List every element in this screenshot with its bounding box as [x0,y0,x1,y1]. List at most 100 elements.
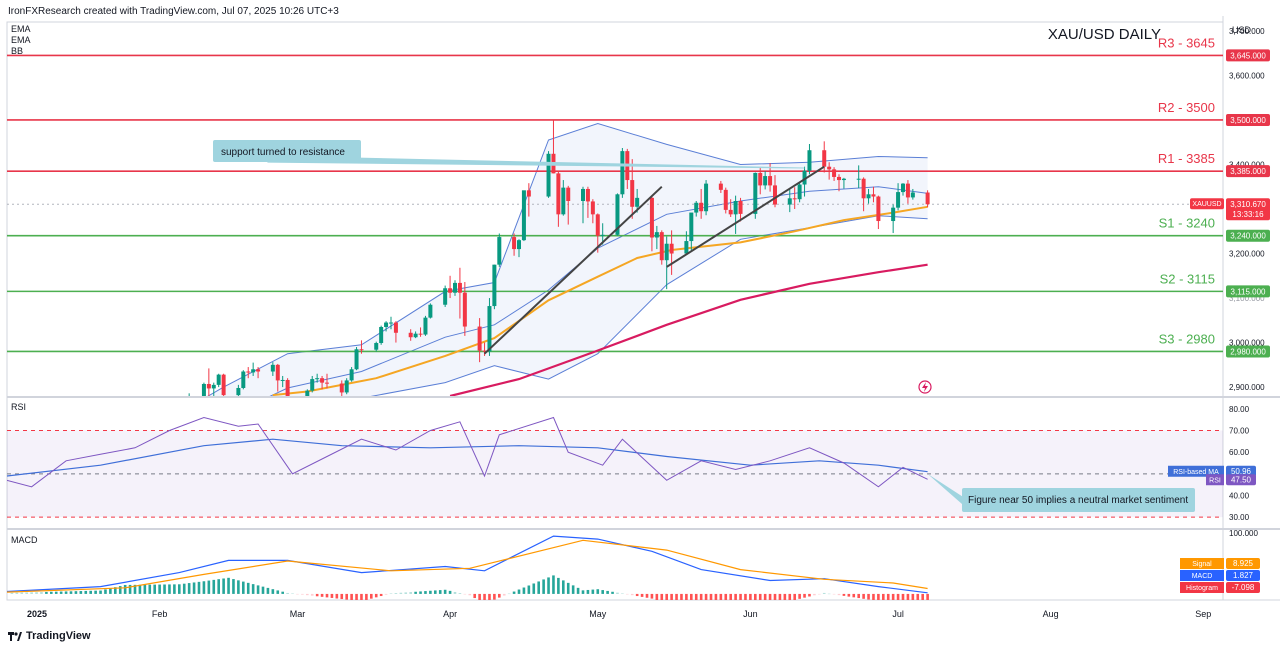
currency-label: USD [1232,25,1252,35]
macd-histogram-bar [714,593,718,600]
candle-body [251,369,256,373]
macd-histogram-bar [670,593,673,600]
chart-credit: IronFXResearch created with TradingView.… [8,6,339,17]
macd-histogram-bar [281,591,284,594]
candle-body [517,240,521,250]
level-price-tag-text: 3,240.000 [1230,232,1266,241]
macd-histogram-bar [566,582,570,594]
candle-body [581,188,585,201]
annotation-text-rsi: Figure near 50 implies a neutral market … [968,495,1188,506]
macd-histogram-bar [20,592,24,594]
candle-body [354,349,359,370]
macd-histogram-bar [242,581,245,594]
macd-histogram-bar [611,591,614,594]
level-price-tag [1226,285,1270,298]
macd-histogram-bar [25,592,28,594]
macd-histogram-bar [749,593,752,600]
price-tick-label: 2,900.000 [1229,383,1265,392]
macd-histogram-bar [94,590,97,594]
macd-tick-label: 100.000 [1229,529,1258,538]
macd-histogram-bar [901,593,905,600]
candle-body [408,332,413,338]
macd-histogram-bar [581,590,585,594]
macd-histogram-bar [586,589,590,594]
candle-body [492,264,497,307]
tradingview-footer[interactable]: TradingView [8,630,91,642]
macd-histogram-bar [626,593,629,595]
macd-tag [1180,570,1224,581]
candle-body [758,172,763,186]
trendline-1 [483,185,663,355]
macd-histogram-bar [227,577,230,594]
macd-histogram-bar [424,591,427,594]
macd-histogram-bar [237,580,240,594]
macd-histogram-bar [345,593,348,600]
candle-body [684,241,689,254]
candle-body [477,326,482,351]
countdown-text: 13:33:16 [1232,210,1264,219]
candle-body [546,153,551,197]
candle-body [325,382,329,384]
macd-histogram-bar [916,593,920,600]
macd-histogram-bar [571,585,575,594]
candle-body [566,187,571,201]
macd-histogram-bar [178,584,181,594]
macd-histogram-bar [542,579,545,594]
level-label: S3 - 2980 [1159,331,1215,346]
candle-body [585,188,590,202]
macd-histogram-bar [517,589,521,594]
macd-histogram-bar [296,593,299,595]
level-label: S1 - 3240 [1159,216,1215,231]
macd-histogram-bar [813,593,816,596]
candle-body [315,378,320,380]
macd-histogram-bar [630,593,634,596]
macd-histogram-bar [379,593,383,597]
candle-body [462,292,467,327]
candle-body [526,190,531,197]
macd-tag-text: MACD [1192,573,1213,580]
time-tick-label: Aug [1043,609,1059,619]
macd-histogram-bar [832,593,836,595]
candle-body [423,317,428,335]
candle-body [871,194,876,197]
level-price-tag [1226,49,1270,62]
macd-histogram-bar [562,580,565,594]
macd-histogram-bar [251,584,255,594]
candle-body [910,192,915,198]
level-label: R1 - 3385 [1158,151,1215,166]
macd-histogram-bar [414,591,417,594]
candle-body [905,183,910,198]
rsi-ma-tag-text: RSI-based MA [1173,469,1219,476]
macd-histogram-bar [246,582,250,594]
macd-histogram-bar [187,583,191,594]
macd-histogram-bar [404,592,408,594]
macd-histogram-bar [109,588,112,594]
macd-histogram-bar [89,590,92,594]
macd-histogram-bar [768,593,772,600]
candle-body [206,383,211,389]
candle-body [379,326,384,344]
candle-body [320,378,325,383]
macd-histogram-bar [261,586,265,594]
candle-body [512,237,517,250]
candle-body [359,349,364,351]
macd-histogram-bar [635,593,639,597]
rsi-tag-text: RSI [1209,477,1221,484]
time-tick-label: Apr [443,609,457,619]
rsi-ma-value-tag [1226,465,1256,477]
macd-histogram-bar [837,593,841,596]
candle-body [310,379,315,391]
macd-histogram-bar [818,593,821,595]
macd-tag [1180,582,1224,593]
macd-histogram-bar [645,593,649,598]
candle-body [182,401,186,406]
macd-histogram-bar [74,591,78,594]
macd-histogram-bar [502,593,506,596]
candle-body [521,190,526,241]
macd-histogram-bar [365,593,368,600]
tradingview-brand: TradingView [26,630,91,642]
macd-histogram-bar [212,579,216,594]
macd-histogram-bar [84,590,88,594]
candle-body [768,176,773,186]
